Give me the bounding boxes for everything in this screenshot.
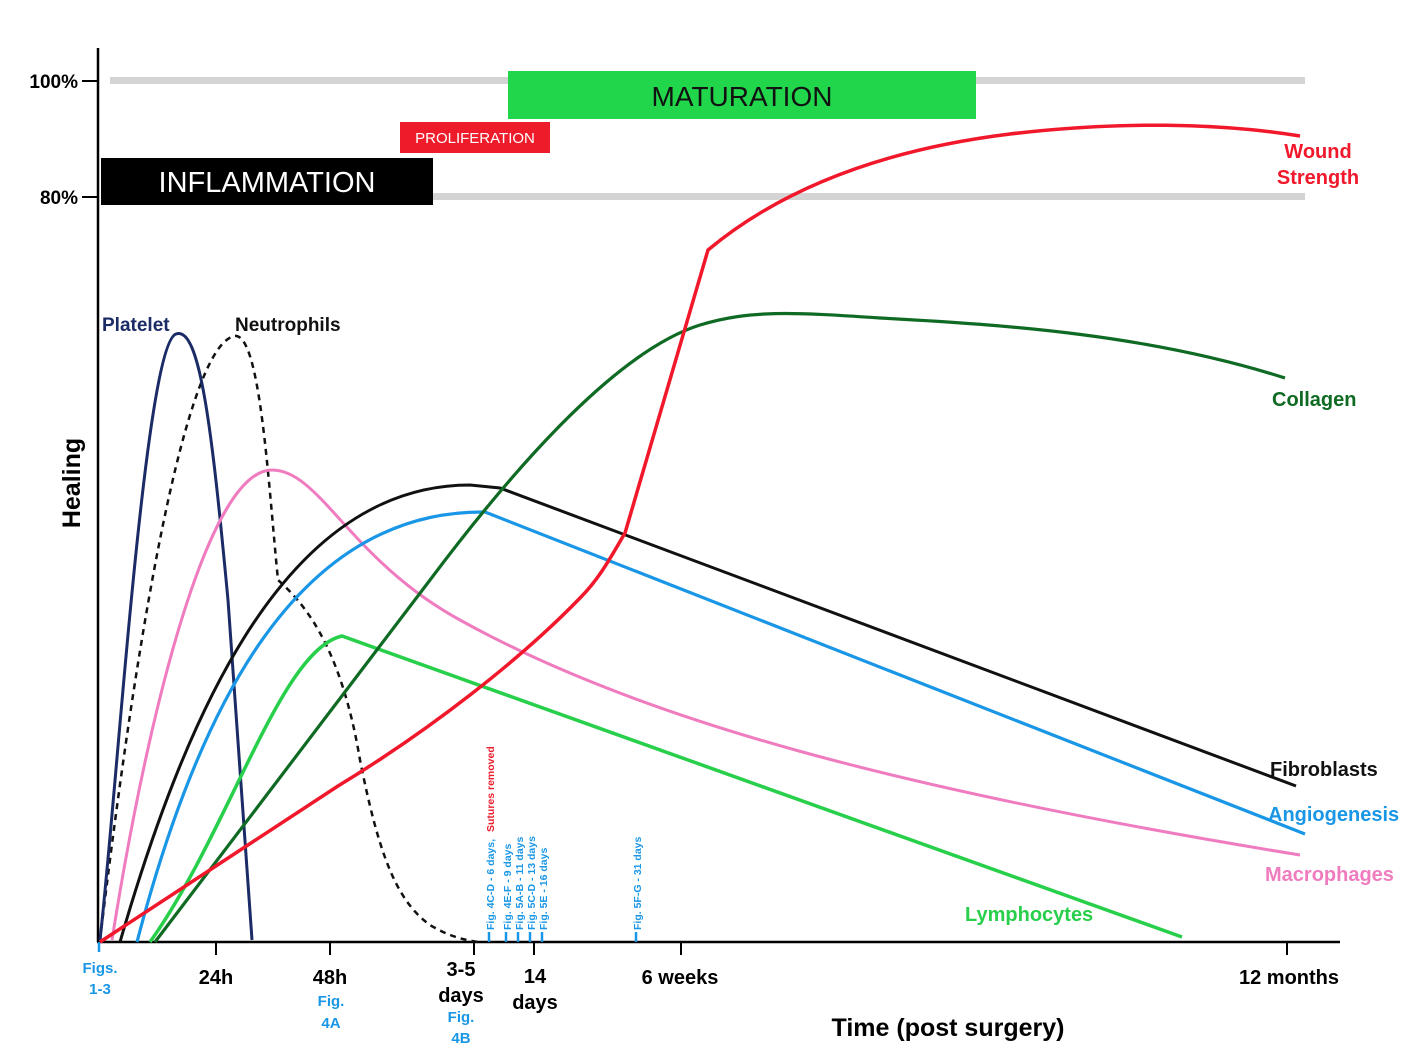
series-line-collagen [153, 311, 1286, 943]
series-label-lymphocytes: Lymphocytes [965, 904, 1093, 926]
x-tick-label-3-5: 3-5 [447, 959, 476, 981]
x-tick-label-6-weeks: 6 weeks [642, 967, 719, 989]
y-axis-label: Healing [58, 438, 86, 528]
sutures-removed-note: Sutures removed [485, 746, 497, 832]
series-line-lymphocytes [148, 634, 1183, 944]
fig-ref-fig-4a: Fig. [318, 993, 345, 1010]
x-tick-label-12-months: 12 months [1239, 967, 1339, 989]
y-tick-label-100: 100% [29, 72, 78, 93]
series-label-wound-strength-1: Wound [1284, 141, 1351, 163]
fig-ref-1-3: 1-3 [89, 981, 111, 998]
series-line-macrophages [110, 468, 1301, 941]
x-tick-label-14: 14 [524, 966, 547, 988]
fig-ref-5fg: Fig. 5F-G - 31 days [632, 836, 644, 930]
series-line-angiogenesis [135, 510, 1306, 943]
fig-ref-5e: Fig. 5E - 16 days [538, 848, 550, 930]
fig-ref-4b: 4B [451, 1030, 470, 1047]
fig-ref-fig-4b: Fig. [448, 1009, 475, 1026]
series-line-wound-strength [99, 123, 1301, 944]
fig-ref-5ab: Fig. 5A-B - 11 days [514, 836, 526, 930]
x-tick-label-14-days: days [512, 992, 558, 1014]
x-axis-label: Time (post surgery) [832, 1014, 1065, 1042]
fig-ref-4a: 4A [321, 1015, 340, 1032]
phase-proliferation-label: PROLIFERATION [415, 130, 535, 147]
phase-inflammation-label: INFLAMMATION [159, 167, 376, 199]
x-tick-label-48h: 48h [313, 967, 347, 989]
fig-ref-4cd: Fig. 4C-D - 6 days, [485, 839, 497, 930]
phase-maturation-label: MATURATION [652, 81, 833, 112]
series-line-fibroblasts [118, 483, 1297, 943]
series-label-angiogenesis: Angiogenesis [1268, 804, 1399, 826]
phase-proliferation-box [400, 122, 550, 153]
series-label-wound-strength-2: Strength [1277, 167, 1359, 189]
series-line-platelet [98, 332, 254, 941]
x-tick-label-3-5-days: days [438, 985, 484, 1007]
series-line-neutrophils [98, 334, 479, 944]
x-tick-label-24h: 24h [199, 967, 233, 989]
x-ticks [215, 942, 1288, 955]
reference-band-80 [110, 193, 1305, 200]
series-label-platelet: Platelet [102, 315, 170, 336]
phase-inflammation-box [101, 158, 433, 205]
fig-ref-5cd: Fig. 5C-D - 13 days [526, 836, 538, 930]
series-label-neutrophils: Neutrophils [235, 315, 341, 336]
series-label-macrophages: Macrophages [1265, 864, 1394, 886]
y-tick-label-80: 80% [40, 188, 78, 209]
fig-ref-4ef: Fig. 4E-F - 9 days [502, 843, 514, 930]
figure-ref-ticks [97, 932, 638, 952]
fig-ref-figs: Figs. [82, 960, 117, 977]
series-label-fibroblasts: Fibroblasts [1270, 759, 1378, 781]
series-label-collagen: Collagen [1272, 389, 1356, 411]
phase-maturation-box [508, 71, 976, 119]
